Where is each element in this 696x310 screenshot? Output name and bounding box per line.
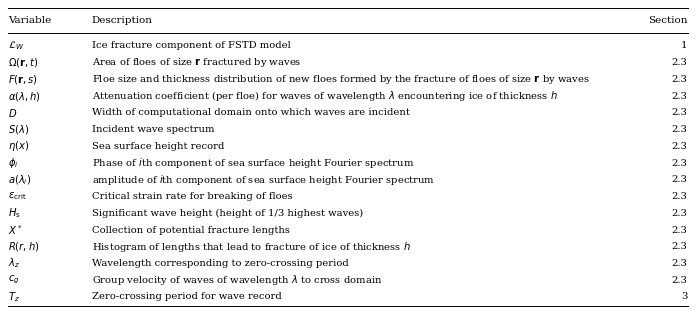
Text: 2.3: 2.3 bbox=[672, 108, 688, 117]
Text: 2.3: 2.3 bbox=[672, 75, 688, 84]
Text: $S(\lambda)$: $S(\lambda)$ bbox=[8, 123, 30, 136]
Text: $c_g$: $c_g$ bbox=[8, 274, 20, 286]
Text: Area of floes of size $\mathbf{r}$ fractured by waves: Area of floes of size $\mathbf{r}$ fract… bbox=[92, 56, 301, 69]
Text: Description: Description bbox=[92, 16, 153, 25]
Text: Histogram of lengths that lead to fracture of ice of thickness $h$: Histogram of lengths that lead to fractu… bbox=[92, 240, 411, 254]
Text: Width of computational domain onto which waves are incident: Width of computational domain onto which… bbox=[92, 108, 410, 117]
Text: 2.3: 2.3 bbox=[672, 225, 688, 235]
Text: $a(\lambda_i)$: $a(\lambda_i)$ bbox=[8, 173, 31, 187]
Text: 3: 3 bbox=[681, 292, 688, 302]
Text: Critical strain rate for breaking of floes: Critical strain rate for breaking of flo… bbox=[92, 192, 292, 201]
Text: Attenuation coefficient (per floe) for waves of wavelength $\lambda$ encounterin: Attenuation coefficient (per floe) for w… bbox=[92, 89, 557, 103]
Text: Group velocity of waves of wavelength $\lambda$ to cross domain: Group velocity of waves of wavelength $\… bbox=[92, 273, 382, 287]
Text: Wavelength corresponding to zero-crossing period: Wavelength corresponding to zero-crossin… bbox=[92, 259, 349, 268]
Text: $\mathcal{L}_W$: $\mathcal{L}_W$ bbox=[8, 39, 24, 52]
Text: amplitude of $i$th component of sea surface height Fourier spectrum: amplitude of $i$th component of sea surf… bbox=[92, 173, 435, 187]
Text: $\alpha(\lambda,h)$: $\alpha(\lambda,h)$ bbox=[8, 90, 41, 103]
Text: $D$: $D$ bbox=[8, 107, 17, 119]
Text: $\epsilon_\mathrm{crit}$: $\epsilon_\mathrm{crit}$ bbox=[8, 191, 27, 202]
Text: Floe size and thickness distribution of new floes formed by the fracture of floe: Floe size and thickness distribution of … bbox=[92, 73, 590, 86]
Text: 1: 1 bbox=[681, 41, 688, 51]
Text: Sea surface height record: Sea surface height record bbox=[92, 142, 224, 151]
Text: $R(r,h)$: $R(r,h)$ bbox=[8, 240, 40, 253]
Text: $F(\mathbf{r},s)$: $F(\mathbf{r},s)$ bbox=[8, 73, 38, 86]
Text: $\Omega(\mathbf{r},t)$: $\Omega(\mathbf{r},t)$ bbox=[8, 56, 39, 69]
Text: Zero-crossing period for wave record: Zero-crossing period for wave record bbox=[92, 292, 282, 302]
Text: $X^*$: $X^*$ bbox=[8, 223, 23, 237]
Text: Ice fracture component of FSTD model: Ice fracture component of FSTD model bbox=[92, 41, 291, 51]
Text: 2.3: 2.3 bbox=[672, 242, 688, 251]
Text: 2.3: 2.3 bbox=[672, 259, 688, 268]
Text: $H_\mathrm{s}$: $H_\mathrm{s}$ bbox=[8, 206, 21, 220]
Text: $\eta(x)$: $\eta(x)$ bbox=[8, 139, 30, 153]
Text: Significant wave height (height of 1/3 highest waves): Significant wave height (height of 1/3 h… bbox=[92, 209, 363, 218]
Text: 2.3: 2.3 bbox=[672, 158, 688, 168]
Text: 2.3: 2.3 bbox=[672, 58, 688, 67]
Text: Collection of potential fracture lengths: Collection of potential fracture lengths bbox=[92, 225, 290, 235]
Text: Variable: Variable bbox=[8, 16, 52, 25]
Text: Section: Section bbox=[648, 16, 688, 25]
Text: $\lambda_z$: $\lambda_z$ bbox=[8, 257, 20, 270]
Text: Phase of $i$th component of sea surface height Fourier spectrum: Phase of $i$th component of sea surface … bbox=[92, 156, 414, 170]
Text: 2.3: 2.3 bbox=[672, 209, 688, 218]
Text: $\phi_i$: $\phi_i$ bbox=[8, 156, 19, 170]
Text: 2.3: 2.3 bbox=[672, 91, 688, 101]
Text: 2.3: 2.3 bbox=[672, 125, 688, 134]
Text: 2.3: 2.3 bbox=[672, 192, 688, 201]
Text: 2.3: 2.3 bbox=[672, 276, 688, 285]
Text: 2.3: 2.3 bbox=[672, 175, 688, 184]
Text: Incident wave spectrum: Incident wave spectrum bbox=[92, 125, 214, 134]
Text: $T_z$: $T_z$ bbox=[8, 290, 20, 304]
Text: 2.3: 2.3 bbox=[672, 142, 688, 151]
